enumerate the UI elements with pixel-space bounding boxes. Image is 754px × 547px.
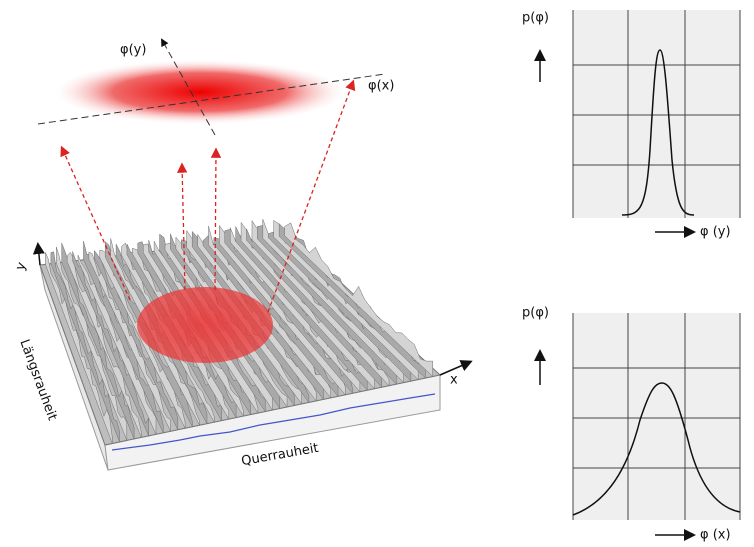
panel-y-label: p(φ) bbox=[522, 306, 549, 321]
panel-background bbox=[573, 313, 740, 520]
phi-y-label: φ(y) bbox=[120, 43, 146, 58]
phi-x-label: φ(x) bbox=[368, 79, 394, 94]
panel-background bbox=[573, 10, 740, 218]
figure: φ(y) φ(x) y x Längsrauheit Querrauheit p… bbox=[0, 0, 754, 547]
distribution-ellipse bbox=[55, 60, 345, 124]
panel-x-label: φ (x) bbox=[700, 528, 731, 543]
y-axis-label: y bbox=[13, 260, 30, 273]
panel-y-label: p(φ) bbox=[522, 11, 549, 26]
x-axis-label: x bbox=[450, 373, 458, 388]
y-axis bbox=[38, 245, 40, 265]
front-label: Querrauheit bbox=[240, 441, 320, 469]
panel-x-label: φ (y) bbox=[700, 225, 731, 240]
measurement-spot bbox=[137, 287, 273, 363]
side-label: Längsrauheit bbox=[16, 338, 59, 423]
